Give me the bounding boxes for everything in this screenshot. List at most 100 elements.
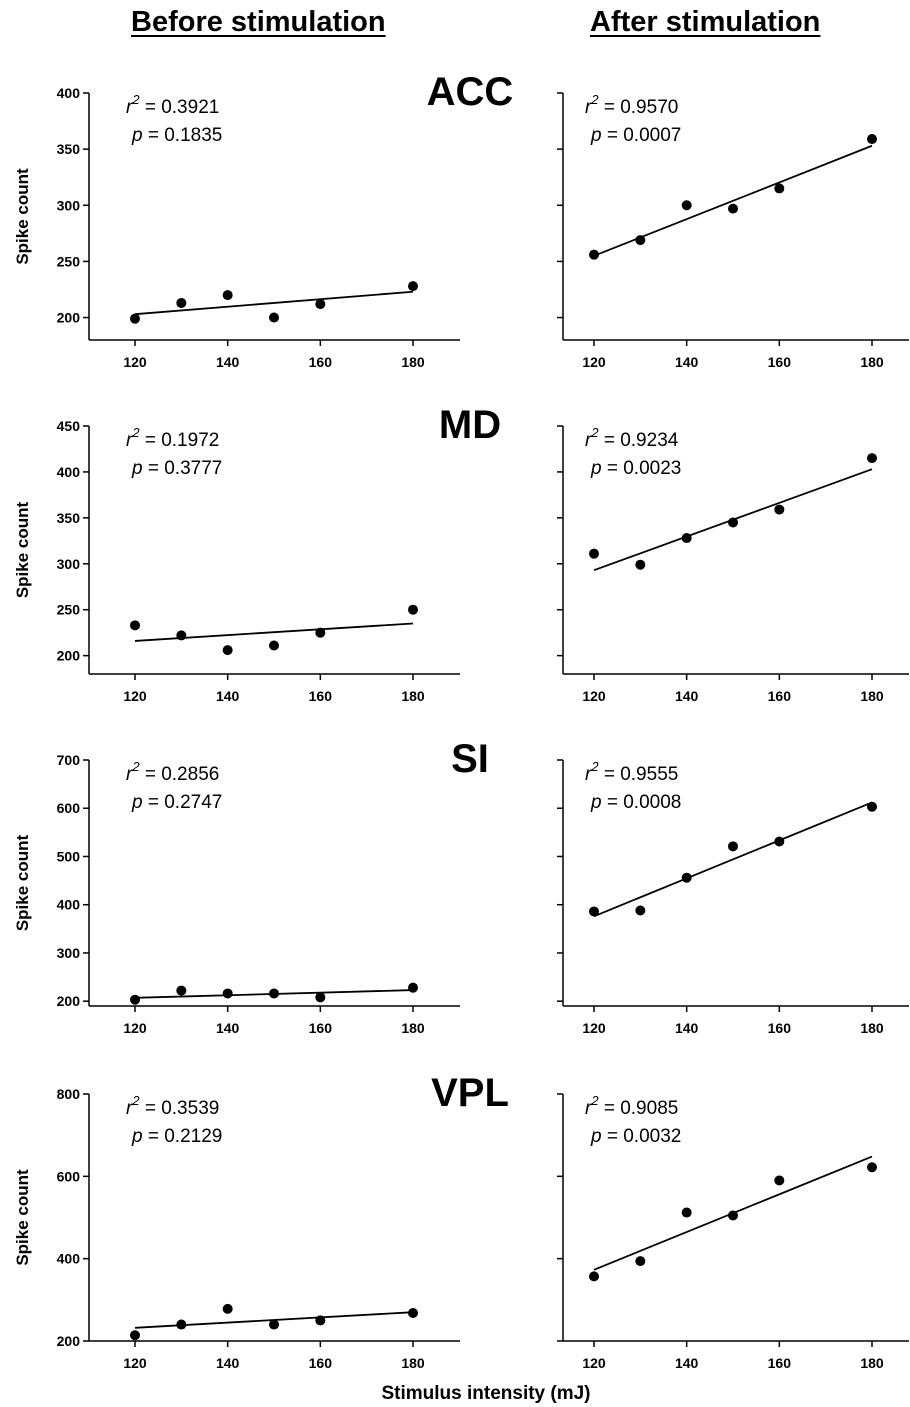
md-before-y-tick-label: 250 [57,602,81,618]
si-after-data-point [681,872,692,883]
md-before-data-point [269,640,279,651]
vpl-before-region-label: VPL [431,1071,509,1115]
si-after-x-tick-label: 120 [582,1020,606,1036]
acc-after-p-label: p = 0.0007 [590,125,681,146]
md-before-x-tick-label: 120 [123,688,147,704]
acc-before-x-tick-label: 120 [123,354,147,370]
si-before-p-label: p = 0.2747 [131,792,222,813]
si-before-data-point [269,988,279,999]
si-before-y-tick-label: 500 [57,848,81,864]
acc-before-y-tick-label: 400 [57,85,81,101]
vpl-before-data-point [176,1319,187,1330]
si-before-x-tick-label: 180 [401,1020,425,1036]
si-before-r2-label: r2 = 0.2856 [126,759,219,785]
vpl-after-data-point [867,1162,877,1173]
vpl-after-x-tick-label: 160 [768,1355,792,1371]
md-after-x-tick-label: 160 [768,688,792,704]
md-before-x-tick-label: 140 [216,688,240,704]
acc-before-data-point [130,313,140,324]
vpl-after-data-point [774,1175,785,1186]
vpl-after-x-tick-label: 180 [860,1355,884,1371]
si-before-data-point [130,994,140,1005]
md-after-data-point [589,548,599,559]
acc-before-region-label: ACC [427,70,514,114]
md-after-p-label: p = 0.0023 [590,458,681,479]
si-before-region-label: SI [451,737,489,781]
acc-before-y-tick-label: 350 [57,141,81,157]
vpl-after-x-tick-label: 120 [582,1355,606,1371]
x-axis-label: Stimulus intensity (mJ) [381,1383,590,1404]
si-before-data-point [222,988,233,999]
vpl-before-x-tick-label: 160 [309,1355,333,1371]
si-after-data-point [774,836,785,847]
acc-after-data-point [589,249,599,260]
vpl-before-data-point [130,1330,140,1341]
si-before-data-point [315,992,326,1003]
si-after-r2-label: r2 = 0.9555 [585,759,678,785]
si-before-x-tick-label: 120 [123,1020,147,1036]
vpl-before-x-tick-label: 180 [401,1355,425,1371]
vpl-after-data-point [681,1207,692,1218]
si-before-x-tick-label: 140 [216,1020,240,1036]
md-before-x-tick-label: 180 [401,688,425,704]
md-before-region-label: MD [439,403,501,447]
md-before-r2-label: r2 = 0.1972 [126,425,219,451]
si-after-fit-line [593,801,873,918]
acc-after-x-tick-label: 160 [768,354,792,370]
si-before-y-tick-label: 300 [57,945,81,961]
header-after-stimulation: After stimulation [590,6,821,38]
md-after-data-point [774,504,785,515]
md-before-data-point [176,630,187,641]
acc-after-data-point [774,183,785,194]
md-before-x-tick-label: 160 [309,688,333,704]
vpl-before-y-tick-label: 800 [57,1086,81,1102]
md-after-data-point [635,559,646,570]
acc-after-x-tick-label: 120 [582,354,606,370]
si-after-data-point [635,905,646,916]
si-after-x-tick-label: 180 [860,1020,884,1036]
md-before-y-tick-label: 450 [57,418,81,434]
vpl-after-r2-label: r2 = 0.9085 [585,1093,678,1119]
acc-before-data-point [222,290,233,301]
vpl-before-data-point [269,1319,279,1330]
si-before-data-point [408,982,418,993]
vpl-after-x-tick-label: 140 [675,1355,699,1371]
md-after-x-tick-label: 180 [860,688,884,704]
acc-after-data-point [728,203,738,214]
si-after-data-point [867,801,877,812]
md-before-y-axis-label: Spike count [13,501,32,598]
md-after-data-point [728,517,738,528]
md-before-y-tick-label: 350 [57,510,81,526]
vpl-before-r2-label: r2 = 0.3539 [126,1093,219,1119]
acc-after-x-tick-label: 180 [860,354,884,370]
vpl-before-y-axis-label: Spike count [13,1169,32,1266]
si-after-x-tick-label: 140 [675,1020,699,1036]
vpl-after-data-point [635,1256,646,1267]
acc-before-data-point [176,297,187,308]
acc-before-data-point [269,312,279,323]
acc-after-data-point [681,200,692,211]
vpl-before-y-tick-label: 200 [57,1333,81,1349]
si-before-data-point [176,985,187,996]
vpl-before-data-point [408,1308,418,1319]
md-before-data-point [315,627,326,638]
si-after-data-point [589,906,599,917]
acc-before-data-point [315,299,326,310]
acc-before-y-tick-label: 200 [57,310,81,326]
vpl-before-x-tick-label: 140 [216,1355,240,1371]
acc-before-data-point [408,281,418,292]
vpl-before-x-tick-label: 120 [123,1355,147,1371]
si-before-y-tick-label: 400 [57,897,81,913]
md-after-r2-label: r2 = 0.9234 [585,425,679,451]
vpl-before-data-point [222,1303,233,1314]
si-before-y-tick-label: 700 [57,752,81,768]
vpl-before-data-point [315,1315,326,1326]
si-after-x-tick-label: 160 [768,1020,792,1036]
vpl-after-data-point [589,1271,599,1282]
md-after-x-tick-label: 140 [675,688,699,704]
acc-before-x-tick-label: 180 [401,354,425,370]
md-after-data-point [681,533,692,544]
vpl-before-y-tick-label: 600 [57,1168,81,1184]
header-before-stimulation: Before stimulation [131,6,386,38]
